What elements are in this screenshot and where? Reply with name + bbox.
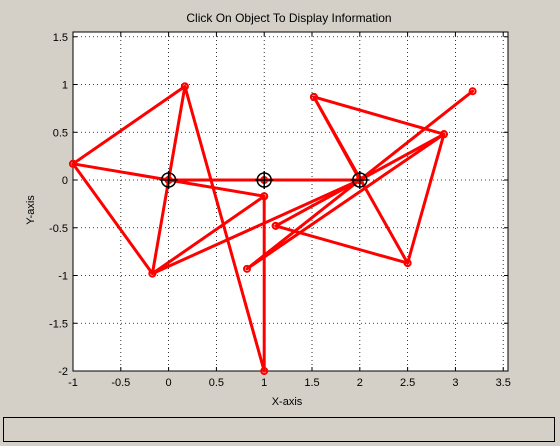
x-tick-label: 0 (166, 377, 172, 389)
y-tick-label: 0 (62, 175, 68, 187)
data-point[interactable] (260, 367, 269, 375)
grid-lines (72, 32, 508, 372)
data-point[interactable] (180, 82, 189, 91)
chart-title: Click On Object To Display Information (186, 11, 391, 25)
y-tick-label: -0.5 (49, 223, 68, 235)
x-axis-label: X-axis (272, 396, 303, 408)
data-point[interactable] (439, 130, 448, 139)
data-point[interactable] (69, 159, 77, 168)
data-point[interactable] (148, 269, 157, 278)
data-point[interactable] (468, 87, 477, 96)
status-bar (3, 417, 555, 442)
x-tick-label: -1 (68, 377, 78, 389)
x-tick-label: 1 (261, 377, 267, 389)
x-tick-label: 3.5 (496, 377, 511, 389)
plot-area[interactable] (72, 31, 509, 372)
x-tick-labels: -1 -0.5 0 0.5 1 1.5 2 2.5 3 3.5 (68, 377, 511, 389)
data-point[interactable] (403, 259, 412, 268)
x-tick-label: 0.5 (209, 377, 224, 389)
data-point[interactable] (260, 192, 269, 201)
y-tick-label: -1.5 (49, 318, 68, 330)
center-marker[interactable] (350, 171, 369, 190)
center-markers[interactable] (159, 171, 369, 190)
data-point[interactable] (243, 264, 251, 273)
y-tick-label: -1 (58, 271, 68, 283)
center-marker[interactable] (159, 171, 178, 190)
x-tick-label: 1.5 (304, 377, 319, 389)
data-point[interactable] (271, 221, 280, 230)
x-tick-label: -0.5 (111, 377, 130, 389)
y-tick-label: 0.5 (53, 127, 68, 139)
center-marker[interactable] (255, 171, 274, 190)
x-tick-label: 2 (357, 377, 363, 389)
data-point[interactable] (309, 92, 318, 101)
x-tick-label: 2.5 (400, 377, 415, 389)
y-axis-label: Y-axis (25, 195, 37, 225)
y-tick-labels: -2 -1.5 -1 -0.5 0 0.5 1 1.5 (49, 32, 68, 378)
y-tick-label: 1.5 (53, 32, 68, 44)
y-tick-label: -2 (58, 366, 68, 378)
y-tick-label: 1 (62, 80, 68, 92)
x-tick-label: 3 (452, 377, 458, 389)
axis-ticks (72, 32, 508, 372)
